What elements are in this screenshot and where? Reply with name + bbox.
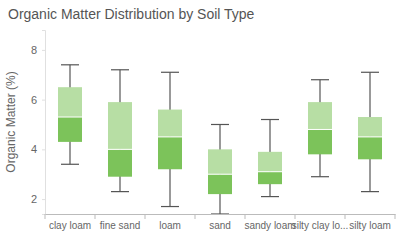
box xyxy=(208,124,232,214)
box xyxy=(258,120,282,197)
whisker-cap-low xyxy=(361,191,379,192)
box-upper xyxy=(258,152,282,172)
y-tick-label: 2 xyxy=(31,193,37,205)
x-tick-label: silty clay lo... xyxy=(292,220,349,231)
x-tick: sandy loam xyxy=(244,220,295,231)
x-tick-label: clay loam xyxy=(49,220,91,231)
y-axis-line xyxy=(42,31,46,215)
box-lower xyxy=(158,137,182,169)
category-separator xyxy=(245,214,246,219)
box-upper xyxy=(358,117,382,137)
box-lower xyxy=(108,149,132,176)
box xyxy=(158,72,182,206)
y-tick-mark xyxy=(42,149,45,150)
box-upper xyxy=(208,149,232,174)
y-tick-mark xyxy=(42,100,45,101)
box-upper xyxy=(58,87,82,117)
y-tick-label: 4 xyxy=(31,143,37,155)
median-line xyxy=(358,136,382,137)
x-tick: sand xyxy=(209,220,231,231)
y-tick: 8 xyxy=(31,44,45,56)
box-upper xyxy=(158,110,182,137)
median-line xyxy=(208,174,232,175)
y-tick: 6 xyxy=(31,94,45,106)
median-line xyxy=(108,149,132,150)
y-tick-mark xyxy=(42,199,45,200)
x-tick: clay loam xyxy=(49,220,91,231)
category-separator xyxy=(295,214,296,219)
whisker-cap-low xyxy=(211,213,229,214)
y-tick: 2 xyxy=(31,193,45,205)
whisker-cap-high xyxy=(61,64,79,65)
whisker-cap-low xyxy=(161,206,179,207)
median-line xyxy=(58,117,82,118)
median-line xyxy=(158,136,182,137)
whisker-cap-high xyxy=(161,72,179,73)
category-separator xyxy=(95,214,96,219)
x-tick-label: silty loam xyxy=(349,220,391,231)
box-lower xyxy=(58,117,82,142)
y-tick-label: 6 xyxy=(31,94,37,106)
category-separator xyxy=(395,214,396,219)
x-axis-line xyxy=(46,214,396,215)
category-separator xyxy=(345,214,346,219)
x-tick-label: loam xyxy=(159,220,181,231)
x-tick-label: sand xyxy=(209,220,231,231)
median-line xyxy=(308,129,332,130)
x-tick: fine sand xyxy=(100,220,141,231)
x-axis: clay loamfine sandloamsandsandy loamsilt… xyxy=(45,214,396,231)
x-tick-label: fine sand xyxy=(100,220,141,231)
whisker-cap-high xyxy=(361,72,379,73)
category-separator xyxy=(45,214,46,219)
title: Organic Matter Distribution by Soil Type xyxy=(8,6,255,22)
box xyxy=(308,80,332,177)
x-tick: silty clay lo... xyxy=(292,220,349,231)
plot: 2 4 6 8 clay loam fine sand loam sand sandy loam… xyxy=(31,31,396,232)
whisker-cap-high xyxy=(111,69,129,70)
category-separator xyxy=(195,214,196,219)
box-lower xyxy=(308,129,332,154)
box-lower xyxy=(358,137,382,159)
box-lower xyxy=(208,174,232,194)
whisker-cap-low xyxy=(111,191,129,192)
x-tick: loam xyxy=(159,220,181,231)
whisker-cap-high xyxy=(311,79,329,80)
x-tick: silty loam xyxy=(349,220,391,231)
median-line xyxy=(258,171,282,172)
box xyxy=(108,70,132,192)
whisker-cap-low xyxy=(261,196,279,197)
whisker-cap-high xyxy=(211,124,229,125)
y-axis-title: Organic Matter (%) xyxy=(4,71,18,172)
chart: Organic Matter Distribution by Soil Type… xyxy=(0,0,400,240)
y-axis: 2 4 6 8 xyxy=(31,31,46,215)
box-upper xyxy=(308,102,332,129)
boxes xyxy=(58,65,382,214)
whisker-cap-low xyxy=(61,164,79,165)
y-tick-label: 8 xyxy=(31,44,37,56)
box xyxy=(358,72,382,191)
whisker-cap-low xyxy=(311,176,329,177)
category-separator xyxy=(145,214,146,219)
box xyxy=(58,65,82,164)
x-tick-label: sandy loam xyxy=(244,220,295,231)
y-tick-mark xyxy=(42,50,45,51)
box-lower xyxy=(258,172,282,184)
y-tick: 4 xyxy=(31,143,45,155)
box-upper xyxy=(108,102,132,149)
whisker-cap-high xyxy=(261,119,279,120)
